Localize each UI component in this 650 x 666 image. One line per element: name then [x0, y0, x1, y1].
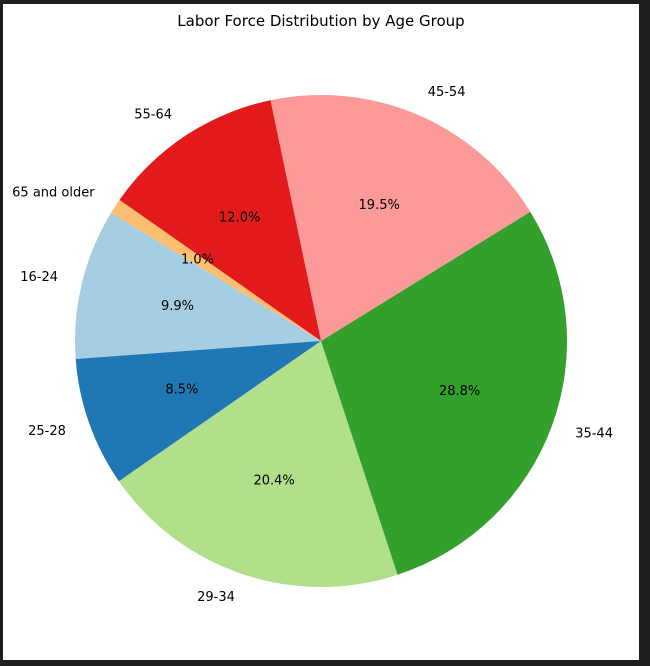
pie-chart: Labor Force Distribution by Age Group 65…: [12, 12, 613, 605]
pct-label-65-and-older: 1.0%: [181, 253, 214, 268]
pie-slices: [74, 95, 567, 588]
slice-29-34: [118, 341, 398, 588]
slice-label-55-64: 55-64: [134, 108, 172, 123]
pct-label-45-54: 19.5%: [359, 198, 400, 213]
slice-16-24: [74, 212, 322, 360]
slice-label-65-and-older: 65 and older: [12, 185, 95, 200]
pct-label-55-64: 12.0%: [219, 210, 260, 225]
pie-labels: 65 and older 1.0% 16-24 9.9% 25-28 8.5% 29-34 2…: [12, 85, 613, 605]
slice-label-45-54: 45-54: [428, 85, 466, 100]
slice-55-64: [119, 100, 322, 342]
slice-label-25-28: 25-28: [28, 424, 66, 439]
slice-45-54: [270, 95, 531, 341]
slice-35-44: [321, 211, 567, 575]
slice-label-16-24: 16-24: [20, 270, 58, 285]
pct-label-29-34: 20.4%: [253, 473, 294, 488]
slice-label-35-44: 35-44: [575, 426, 613, 441]
chart-title: Labor Force Distribution by Age Group: [177, 12, 464, 30]
pct-label-25-28: 8.5%: [165, 383, 198, 398]
figure: Labor Force Distribution by Age Group 65…: [3, 4, 639, 660]
slice-label-29-34: 29-34: [197, 590, 235, 605]
pct-label-16-24: 9.9%: [161, 299, 194, 314]
slice-25-28: [75, 341, 321, 482]
slice-65-and-older: [111, 199, 321, 341]
pct-label-35-44: 28.8%: [439, 384, 480, 399]
